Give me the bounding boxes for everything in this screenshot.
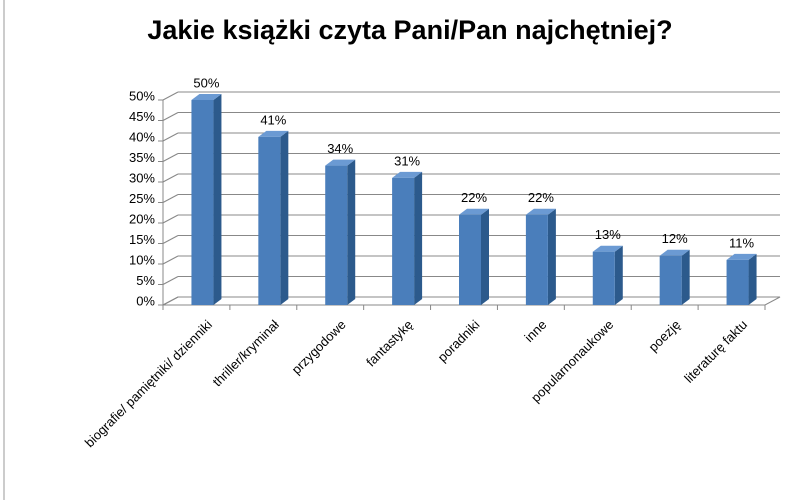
bar <box>525 208 556 305</box>
bar-front <box>726 259 749 305</box>
bar-top <box>592 245 623 252</box>
x-tick-label: przygodowe <box>289 317 349 377</box>
bar-front <box>525 214 548 305</box>
bar <box>592 245 623 305</box>
bar-front <box>191 100 214 305</box>
x-tick-label: literaturę faktu <box>681 317 750 386</box>
grid-line-side <box>162 235 179 244</box>
value-label: 31% <box>394 153 420 168</box>
y-tick-label: 35% <box>129 150 155 165</box>
grid-line-side <box>162 153 179 162</box>
bar-top <box>392 171 423 178</box>
bar-top <box>325 159 356 166</box>
y-tick-label: 25% <box>129 191 155 206</box>
y-tick-label: 30% <box>129 170 155 185</box>
bar-side <box>614 245 623 305</box>
bar-top <box>525 208 556 215</box>
bar-side <box>347 159 356 305</box>
bar-side <box>481 208 489 305</box>
y-tick-label: 20% <box>129 211 155 226</box>
value-label: 50% <box>193 75 219 90</box>
bar <box>459 208 489 305</box>
x-tick-label: inne <box>521 317 549 345</box>
bar-front <box>459 214 481 305</box>
grid-line-side <box>162 276 179 285</box>
chart-title: Jakie książki czyta Pani/Pan najchętniej… <box>147 15 672 45</box>
value-label: 41% <box>260 112 286 127</box>
y-tick-label: 10% <box>129 252 155 267</box>
grid-line-side <box>162 91 179 101</box>
bar-top <box>659 249 690 256</box>
value-label: 34% <box>327 141 353 156</box>
grid-line-side <box>162 296 179 306</box>
bar <box>726 253 757 305</box>
grid-line-side <box>162 194 179 203</box>
y-tick-label: 15% <box>129 232 155 247</box>
value-label: 22% <box>528 190 554 205</box>
bar-side <box>748 253 757 305</box>
bar-front <box>392 177 415 305</box>
bar <box>392 171 423 305</box>
x-tick-label: biografie/ pamiętniki/ dzienniki <box>82 317 215 450</box>
bar-front <box>659 255 682 305</box>
y-tick-label: 0% <box>136 293 155 308</box>
grid-line-side <box>162 112 179 121</box>
bar-side <box>681 249 690 305</box>
value-label: 12% <box>662 231 688 246</box>
bar-side <box>547 208 556 305</box>
bar-side <box>280 130 289 305</box>
bar <box>325 159 356 305</box>
x-tick-label: poradniki <box>435 317 483 365</box>
bar <box>191 94 222 305</box>
y-tick-label: 50% <box>129 88 155 103</box>
x-tick-label: poezję <box>646 317 684 355</box>
y-tick-label: 45% <box>129 109 155 124</box>
bar-front <box>325 165 348 305</box>
bar <box>258 130 289 305</box>
value-label: 13% <box>595 227 621 242</box>
x-tick-label: fantastykę <box>363 317 416 370</box>
bar <box>659 249 690 305</box>
grid-line-side <box>162 214 179 224</box>
bar-top <box>191 94 222 100</box>
bar-side <box>414 171 423 305</box>
bar-top <box>258 130 289 137</box>
value-label: 22% <box>461 190 487 205</box>
bar-front <box>258 136 281 305</box>
bar-front <box>592 251 615 305</box>
y-tick-label: 5% <box>136 273 155 288</box>
y-tick-label: 40% <box>129 129 155 144</box>
bar-side <box>213 94 222 305</box>
grid-line-side <box>162 132 179 142</box>
grid-line-side <box>162 255 179 265</box>
grid-line-side <box>162 173 179 183</box>
x-tick-label: thriller/kryminał <box>209 317 281 389</box>
bar-top <box>726 253 757 260</box>
value-label: 11% <box>729 235 754 250</box>
bar-top <box>459 208 489 215</box>
